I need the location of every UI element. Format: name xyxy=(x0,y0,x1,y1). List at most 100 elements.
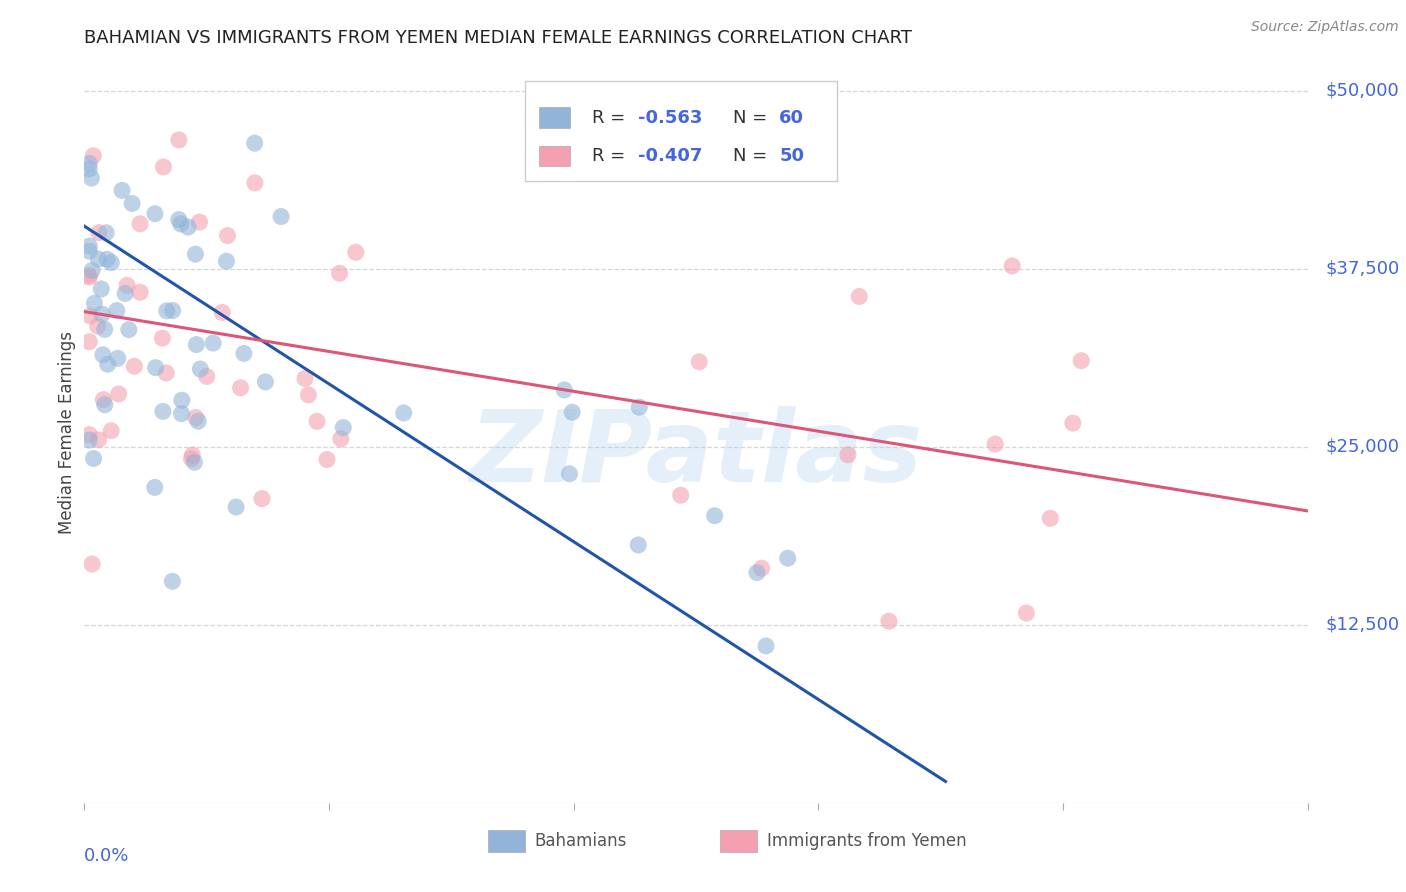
Point xyxy=(877,614,900,628)
Point xyxy=(186,337,208,351)
Point xyxy=(225,500,247,514)
Point xyxy=(187,414,209,428)
Text: BAHAMIAN VS IMMIGRANTS FROM YEMEN MEDIAN FEMALE EARNINGS CORRELATION CHART: BAHAMIAN VS IMMIGRANTS FROM YEMEN MEDIAN… xyxy=(84,29,912,47)
Point xyxy=(77,156,100,170)
Point xyxy=(145,360,167,375)
Text: Immigrants from Yemen: Immigrants from Yemen xyxy=(766,832,966,850)
Point xyxy=(627,538,650,552)
Point xyxy=(97,357,120,371)
Point xyxy=(80,263,103,277)
Point xyxy=(316,452,339,467)
Point xyxy=(329,266,352,280)
Text: $12,500: $12,500 xyxy=(1326,615,1400,634)
Point xyxy=(1062,416,1084,430)
Point xyxy=(143,207,166,221)
Point xyxy=(837,448,859,462)
Point xyxy=(94,226,117,240)
Point xyxy=(184,410,207,425)
Point xyxy=(628,400,651,414)
Point xyxy=(124,359,146,374)
Point xyxy=(77,270,100,285)
Point xyxy=(80,171,103,186)
Point xyxy=(150,331,173,345)
Point xyxy=(688,355,710,369)
Text: $50,000: $50,000 xyxy=(1326,82,1400,100)
Point xyxy=(156,304,179,318)
Point xyxy=(93,392,115,407)
Point xyxy=(77,239,100,253)
Text: $37,500: $37,500 xyxy=(1326,260,1400,278)
Point xyxy=(129,285,152,300)
Point xyxy=(229,381,252,395)
Point xyxy=(195,369,218,384)
Point xyxy=(93,322,115,336)
Point xyxy=(79,309,101,323)
Text: -0.563: -0.563 xyxy=(638,109,703,127)
Point xyxy=(94,398,117,412)
Point xyxy=(553,383,575,397)
Point xyxy=(162,574,184,589)
Point xyxy=(91,348,114,362)
Point xyxy=(77,162,100,177)
Point xyxy=(170,217,193,231)
Point xyxy=(155,366,177,380)
Point xyxy=(90,282,112,296)
FancyBboxPatch shape xyxy=(720,830,758,853)
Point xyxy=(1070,353,1092,368)
Point xyxy=(80,557,103,571)
Point xyxy=(755,639,778,653)
Point xyxy=(243,176,266,190)
Point xyxy=(332,420,354,434)
Point xyxy=(143,480,166,494)
Point xyxy=(77,268,100,283)
Point xyxy=(87,252,110,267)
Point xyxy=(250,491,273,506)
Point xyxy=(83,296,105,310)
Point xyxy=(181,448,204,462)
Point xyxy=(392,406,415,420)
Point xyxy=(217,228,239,243)
Text: 0.0%: 0.0% xyxy=(84,847,129,865)
Point xyxy=(152,160,174,174)
Point xyxy=(96,252,118,267)
Point xyxy=(82,149,104,163)
Point xyxy=(848,289,870,303)
Text: 50: 50 xyxy=(779,147,804,165)
Point xyxy=(215,254,238,268)
Point xyxy=(703,508,725,523)
Point xyxy=(77,427,100,442)
Point xyxy=(77,334,100,349)
Point xyxy=(121,196,143,211)
Point xyxy=(100,255,122,269)
Point xyxy=(87,319,110,334)
Point xyxy=(202,336,225,351)
Point xyxy=(1001,259,1024,273)
Point xyxy=(87,433,110,447)
Point xyxy=(77,433,100,447)
Text: -0.407: -0.407 xyxy=(638,147,703,165)
Text: R =: R = xyxy=(592,109,631,127)
Y-axis label: Median Female Earnings: Median Female Earnings xyxy=(58,331,76,534)
Point xyxy=(177,220,200,235)
Point xyxy=(180,451,202,466)
FancyBboxPatch shape xyxy=(540,145,569,166)
Point xyxy=(167,133,190,147)
Point xyxy=(1039,511,1062,525)
Point xyxy=(1015,606,1038,620)
Text: Bahamians: Bahamians xyxy=(534,832,627,850)
Point xyxy=(254,375,277,389)
FancyBboxPatch shape xyxy=(488,830,524,853)
Point xyxy=(751,561,773,575)
Text: $25,000: $25,000 xyxy=(1326,438,1400,456)
Point xyxy=(91,307,114,321)
Text: 60: 60 xyxy=(779,109,804,127)
Point xyxy=(270,210,292,224)
Point xyxy=(107,387,129,401)
Point xyxy=(152,404,174,418)
Text: R =: R = xyxy=(592,147,631,165)
Point xyxy=(170,393,193,408)
Point xyxy=(558,467,581,481)
Point xyxy=(188,362,211,376)
FancyBboxPatch shape xyxy=(524,81,837,181)
FancyBboxPatch shape xyxy=(540,107,569,128)
